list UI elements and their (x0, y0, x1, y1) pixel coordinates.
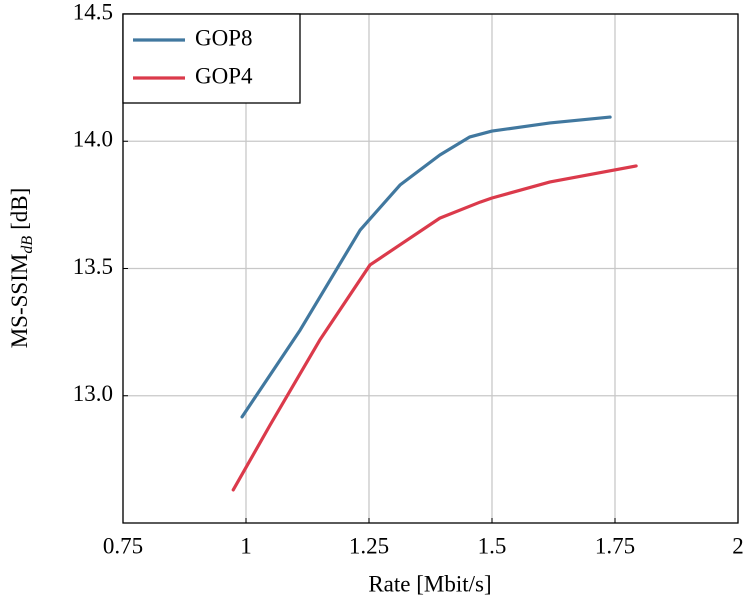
x-tick-label: 2 (732, 533, 744, 558)
series-line (231, 164, 638, 492)
y-tick-label: 13.0 (73, 381, 113, 406)
y-tick-label: 13.5 (73, 254, 113, 279)
y-axis-label-main: MS-SSIM (7, 254, 32, 349)
x-axis-label: Rate [Mbit/s] (368, 571, 491, 596)
x-tick-label: 1.75 (595, 533, 635, 558)
y-axis-label-subscript: dB (19, 236, 36, 254)
legend-box (122, 13, 301, 104)
y-tick-label: 14.5 (73, 0, 113, 24)
legend-label: GOP8 (195, 25, 253, 50)
x-tick-label: 1 (240, 533, 252, 558)
y-axis-label-unit: [dB] (7, 188, 32, 230)
x-tick-label: 1.25 (349, 533, 389, 558)
lines (231, 115, 638, 492)
legend: GOP8 GOP4 (122, 13, 301, 104)
x-tick-label: 0.75 (103, 533, 143, 558)
y-tick-label: 14.0 (73, 127, 113, 152)
x-tick-label: 1.5 (478, 533, 507, 558)
y-axis-label: MS-SSIMdB [dB] (7, 188, 35, 349)
series-line (240, 115, 612, 419)
legend-label: GOP4 (195, 63, 253, 88)
